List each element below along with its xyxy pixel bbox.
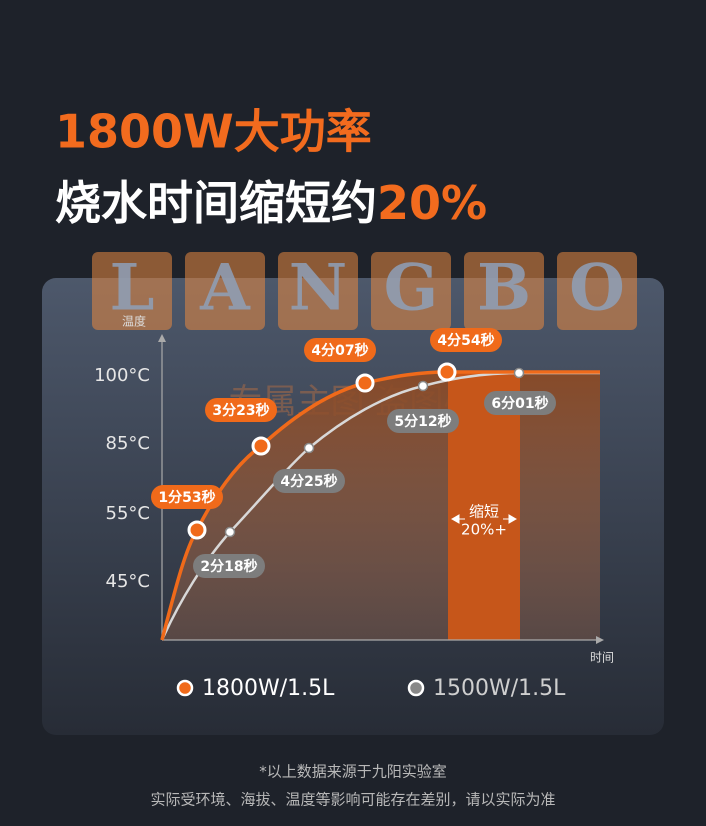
watermark: LANGBO专属主图 盗图必究 <box>92 251 637 422</box>
point <box>437 362 457 382</box>
watermark-letter: L <box>110 251 155 326</box>
headline-2-highlight: 20% <box>377 176 487 230</box>
point-label-bg <box>273 469 345 493</box>
point <box>303 442 315 454</box>
watermark-box <box>278 252 358 330</box>
point-label-bg <box>304 338 376 362</box>
gap-band <box>448 372 520 640</box>
point <box>513 367 525 379</box>
point <box>251 436 271 456</box>
watermark-box <box>185 252 265 330</box>
x-axis-label: 时间 <box>590 651 614 665</box>
point-label: 3分23秒 <box>212 402 269 419</box>
point-label: 2分18秒 <box>200 558 257 575</box>
point-label: 4分54秒 <box>437 332 494 349</box>
watermark-letter: B <box>477 251 531 326</box>
y-tick-label: 45°C <box>106 571 150 592</box>
watermark-letter: N <box>289 251 348 326</box>
gap-arrows <box>450 514 518 524</box>
headline-2: 烧水时间缩短约20% <box>55 176 487 230</box>
gap-label-1: 缩短 <box>469 503 499 521</box>
point-label: 4分07秒 <box>311 342 368 359</box>
legend-marker <box>407 679 425 697</box>
point <box>355 373 375 393</box>
gap-label-2: 20%+ <box>461 521 507 539</box>
headline-1: 1800W大功率 <box>55 105 372 159</box>
legend-label: 1500W/1.5L <box>433 676 566 701</box>
point-label: 5分12秒 <box>394 413 451 430</box>
point <box>417 380 429 392</box>
headline-2-text: 烧水时间缩短约 <box>55 176 377 230</box>
watermark-box <box>557 252 637 330</box>
point-label-bg <box>151 485 223 509</box>
y-tick-label: 85°C <box>106 433 150 454</box>
legend-marker <box>176 679 194 697</box>
watermark-box <box>464 252 544 330</box>
y-tick-label: 55°C <box>106 503 150 524</box>
watermark-letter: G <box>384 251 439 326</box>
point-label-bg <box>387 409 459 433</box>
watermark-box <box>92 252 172 330</box>
point-label: 1分53秒 <box>158 489 215 506</box>
point-label: 4分25秒 <box>280 473 337 490</box>
point-label-bg <box>484 391 556 415</box>
point <box>187 520 207 540</box>
point <box>224 526 236 538</box>
y-axis-label: 温度 <box>122 314 146 329</box>
footnote: 实际受环境、海拔、温度等影响可能存在差别，请以实际为准 <box>150 791 555 809</box>
point-label-bg <box>205 398 277 422</box>
legend-label: 1800W/1.5L <box>202 676 335 701</box>
plot: 100°C 85°C 55°C 45°C 1分53秒 3分23秒 4分07秒 4分54秒 180… <box>94 328 566 701</box>
point-label-bg <box>430 328 502 352</box>
point-label: 6分01秒 <box>491 395 548 412</box>
footnote: *以上数据来源于九阳实验室 <box>259 763 447 781</box>
gap-label: 缩短 20%+ <box>450 503 518 539</box>
watermark-letter: O <box>569 251 625 326</box>
y-tick-label: 100°C <box>94 365 150 386</box>
watermark-box <box>371 252 451 330</box>
watermark-letter: A <box>199 251 251 326</box>
point-label-bg <box>193 554 265 578</box>
